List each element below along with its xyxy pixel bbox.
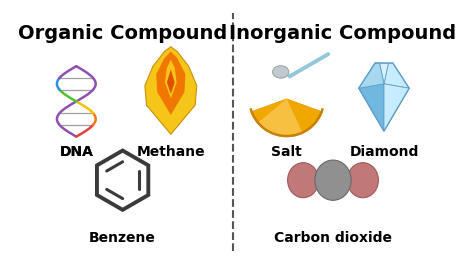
Polygon shape: [359, 63, 384, 88]
Text: Salt: Salt: [271, 145, 302, 159]
Text: Benzene: Benzene: [89, 231, 156, 245]
Text: Inorganic Compound: Inorganic Compound: [229, 25, 456, 44]
Polygon shape: [359, 84, 384, 131]
Wedge shape: [250, 99, 323, 137]
Ellipse shape: [347, 163, 378, 198]
Text: Organic Compound: Organic Compound: [18, 25, 227, 44]
Polygon shape: [145, 47, 197, 134]
Polygon shape: [380, 63, 388, 84]
Polygon shape: [359, 63, 384, 88]
Ellipse shape: [315, 160, 351, 200]
Text: Methane: Methane: [137, 145, 205, 159]
Wedge shape: [259, 99, 302, 135]
Text: Carbon dioxide: Carbon dioxide: [274, 231, 392, 245]
Polygon shape: [167, 69, 175, 94]
Polygon shape: [156, 51, 185, 115]
Ellipse shape: [288, 163, 319, 198]
Text: DNA: DNA: [59, 145, 93, 159]
Wedge shape: [249, 108, 324, 137]
Polygon shape: [384, 84, 409, 131]
Polygon shape: [384, 63, 409, 88]
Wedge shape: [252, 99, 322, 136]
Text: DNA: DNA: [59, 145, 93, 159]
Ellipse shape: [273, 66, 289, 78]
Text: Diamond: Diamond: [349, 145, 419, 159]
Polygon shape: [165, 60, 177, 99]
